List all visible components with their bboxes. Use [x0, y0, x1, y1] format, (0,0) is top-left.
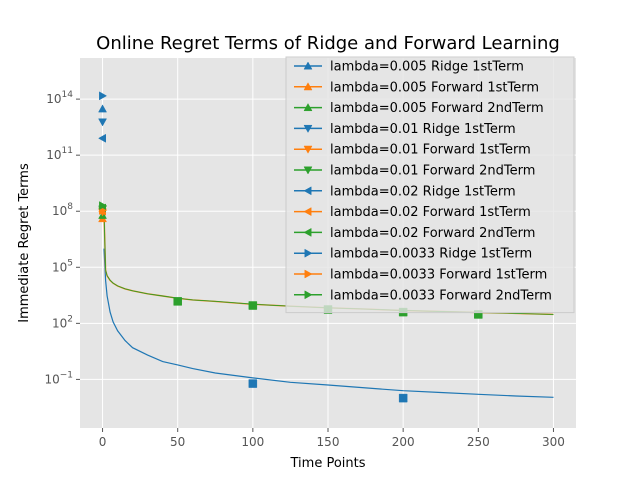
x-tick-label: 100: [241, 435, 264, 449]
legend-box: [285, 56, 575, 314]
data-marker: [303, 207, 312, 217]
x-axis-label: Time Points: [290, 456, 366, 471]
data-marker: [303, 61, 313, 70]
legend-label: lambda=0.01 Forward 2ndTerm: [330, 164, 535, 179]
legend-label: lambda=0.0033 Forward 1stTerm: [330, 268, 547, 283]
data-marker: [99, 201, 108, 211]
legend-label: lambda=0.005 Ridge 1stTerm: [330, 60, 524, 75]
y-tick-label: 102: [52, 314, 73, 330]
data-marker: [398, 393, 408, 403]
data-marker: [303, 166, 313, 175]
y-tick-label: 108: [52, 202, 73, 218]
legend-label: lambda=0.005 Forward 1stTerm: [330, 80, 539, 95]
data-marker: [303, 82, 313, 91]
data-marker: [303, 145, 313, 154]
x-tick-label: 50: [170, 435, 185, 449]
x-tick-label: 150: [317, 435, 340, 449]
y-tick-label: 1014: [46, 90, 73, 106]
x-tick-label: 200: [392, 435, 415, 449]
data-marker: [248, 301, 258, 310]
x-tick-label: 0: [99, 435, 107, 449]
y-ticks: 10−1 102 105 108 1011 1014: [44, 90, 80, 386]
data-marker: [303, 186, 312, 196]
data-marker: [98, 104, 107, 113]
series-curve: [103, 248, 554, 398]
legend-label: lambda=0.0033 Forward 2ndTerm: [330, 288, 552, 303]
data-marker: [98, 118, 107, 127]
x-tick-label: 300: [542, 435, 565, 449]
legend-label: lambda=0.02 Forward 2ndTerm: [330, 226, 535, 241]
data-marker: [99, 91, 108, 101]
y-axis-label: Immediate Regret Terms: [17, 163, 32, 323]
legend-label: lambda=0.0033 Ridge 1stTerm: [330, 247, 532, 262]
data-marker: [248, 379, 258, 388]
legend-label: lambda=0.01 Ridge 1stTerm: [330, 122, 516, 137]
chart-title: Online Regret Terms of Ridge and Forward…: [96, 33, 560, 54]
y-tick-label: 10−1: [44, 370, 73, 386]
data-marker: [304, 290, 313, 300]
data-marker: [98, 133, 106, 143]
data-marker: [303, 103, 313, 112]
legend-label: lambda=0.005 Forward 2ndTerm: [330, 101, 544, 116]
legend-label: lambda=0.02 Ridge 1stTerm: [330, 184, 516, 199]
data-marker: [303, 227, 312, 237]
data-marker: [303, 124, 313, 133]
data-marker: [304, 269, 313, 279]
x-tick-label: 250: [467, 435, 490, 449]
x-ticks: 0 50 100 150 200 250 300: [99, 428, 565, 449]
data-marker: [173, 297, 182, 306]
legend: lambda=0.005 Ridge 1stTerm lambda=0.005 F…: [285, 56, 575, 314]
legend-label: lambda=0.02 Forward 1stTerm: [330, 205, 531, 220]
y-tick-label: 105: [52, 258, 73, 274]
legend-label: lambda=0.01 Forward 1stTerm: [330, 143, 531, 158]
data-marker: [304, 248, 313, 258]
y-tick-label: 1011: [46, 146, 73, 162]
